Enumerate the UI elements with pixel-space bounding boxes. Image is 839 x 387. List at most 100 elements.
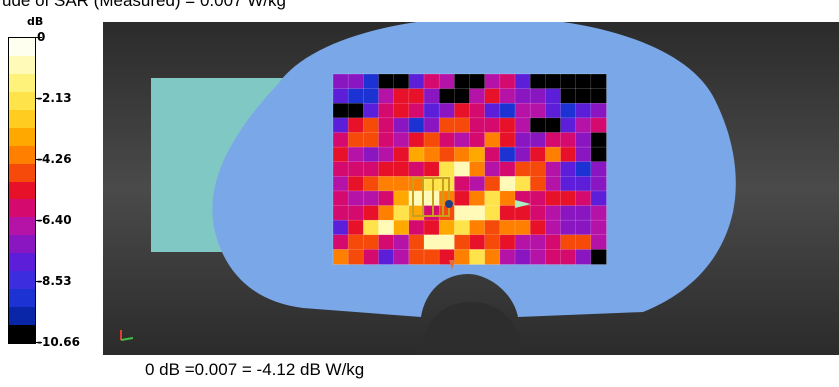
color-scale-bar	[8, 37, 36, 344]
sar-grid-cell	[590, 132, 607, 148]
sar-grid-cell	[332, 176, 349, 192]
sar-grid-cell	[575, 249, 592, 265]
colorbar-band	[9, 55, 35, 74]
sar-grid-cell	[393, 205, 410, 221]
sar-grid-cell	[393, 88, 410, 104]
sar-grid-cell	[347, 102, 365, 119]
sar-grid-cell	[347, 146, 365, 163]
colorbar-tick-label: -10.66	[37, 335, 80, 349]
sar-grid-cell	[560, 219, 577, 236]
sar-grid-cell	[393, 249, 410, 265]
sar-grid-cell	[363, 219, 380, 236]
sar-grid-cell	[347, 234, 365, 251]
sar-grid-cell	[560, 132, 577, 148]
sar-grid-cell	[590, 176, 607, 192]
sar-title: ude of SAR (Measured) = 0.007 W/kg	[2, 0, 286, 10]
sar-grid-cell	[378, 73, 395, 90]
sar-grid-cell	[545, 102, 562, 119]
sar-grid-cell	[408, 132, 425, 148]
sar-grid-cell	[363, 117, 380, 134]
sar-grid-cell	[514, 249, 531, 265]
sar-grid-cell	[484, 73, 501, 90]
sar-grid-cell	[575, 161, 592, 178]
sar-grid-cell	[499, 219, 516, 236]
sar-grid-cell	[575, 219, 592, 236]
sar-grid-cell	[438, 132, 456, 148]
sar-grid-cell	[332, 234, 349, 251]
colorbar-tick	[36, 98, 42, 99]
sar-grid-cell	[575, 117, 592, 134]
sar-grid-cell	[590, 117, 607, 134]
sar-grid-cell	[590, 146, 607, 163]
sar-grid-cell	[560, 190, 577, 207]
sar-grid-cell	[454, 190, 471, 207]
colorbar-band	[9, 163, 35, 182]
sar-grid-cell	[514, 219, 531, 236]
sar-grid-cell	[363, 102, 380, 119]
sar-grid-cell	[529, 219, 547, 236]
sar-grid-cell	[378, 205, 395, 221]
colorbar-band	[9, 38, 35, 56]
sar-grid-cell	[363, 234, 380, 251]
colorbar-tick	[36, 281, 42, 282]
sar-grid-cell	[529, 234, 547, 251]
colorbar-tick-label: -2.13	[37, 91, 72, 105]
sar-grid-cell	[469, 219, 486, 236]
sar-grid-cell	[590, 102, 607, 119]
sar-grid-cell	[529, 161, 547, 178]
sar-grid-cell	[438, 117, 456, 134]
sar-grid-cell	[545, 161, 562, 178]
sar-grid-cell	[393, 234, 410, 251]
sar-grid-cell	[529, 249, 547, 265]
sar-grid-cell	[529, 176, 547, 192]
sar-grid-cell	[408, 234, 425, 251]
sar-grid-cell	[499, 234, 516, 251]
sar-grid-cell	[347, 219, 365, 236]
sar-grid-cell	[454, 102, 471, 119]
sar-grid-cell	[378, 190, 395, 207]
sar-grid-cell	[499, 102, 516, 119]
sar-grid-cell	[347, 132, 365, 148]
sar-grid-cell	[575, 190, 592, 207]
sar-grid-cell	[423, 146, 440, 163]
sar-grid-cell	[393, 161, 410, 178]
sar-grid-cell	[590, 73, 607, 90]
sar-grid-cell	[332, 161, 349, 178]
sar-3d-viewport[interactable]	[103, 22, 839, 355]
sar-grid-cell	[454, 88, 471, 104]
colorbar-band	[9, 271, 35, 290]
sar-grid-cell	[575, 73, 592, 90]
sar-grid-cell	[454, 117, 471, 134]
sar-measurement-grid	[332, 73, 607, 265]
sar-grid-cell	[545, 132, 562, 148]
colorbar-band	[9, 325, 35, 343]
sar-grid-cell	[529, 190, 547, 207]
sar-grid-cell	[469, 190, 486, 207]
sar-grid-cell	[484, 205, 501, 221]
sar-grid-cell	[363, 176, 380, 192]
sar-grid-cell	[545, 176, 562, 192]
sar-grid-cell	[484, 234, 501, 251]
sar-grid-cell	[423, 117, 440, 134]
sar-grid-cell	[469, 73, 486, 90]
sar-grid-cell	[575, 132, 592, 148]
colorbar-tick	[36, 37, 42, 38]
sar-grid-cell	[423, 190, 440, 207]
sar-grid-cell	[363, 73, 380, 90]
colorbar-unit-label: dB	[27, 15, 44, 28]
sar-grid-cell	[590, 219, 607, 236]
sar-grid-cell	[393, 132, 410, 148]
sar-grid-cell	[378, 249, 395, 265]
sar-grid-cell	[499, 161, 516, 178]
sar-grid-cell	[347, 205, 365, 221]
sar-grid-cell	[499, 146, 516, 163]
sar-grid-cell	[484, 102, 501, 119]
sar-grid-cell	[484, 219, 501, 236]
sar-grid-cell	[529, 146, 547, 163]
sar-grid-cell	[347, 190, 365, 207]
sar-grid-cell	[545, 249, 562, 265]
sar-grid-cell	[469, 102, 486, 119]
sar-grid-cell	[408, 117, 425, 134]
sar-grid-cell	[454, 73, 471, 90]
sar-grid-cell	[393, 117, 410, 134]
